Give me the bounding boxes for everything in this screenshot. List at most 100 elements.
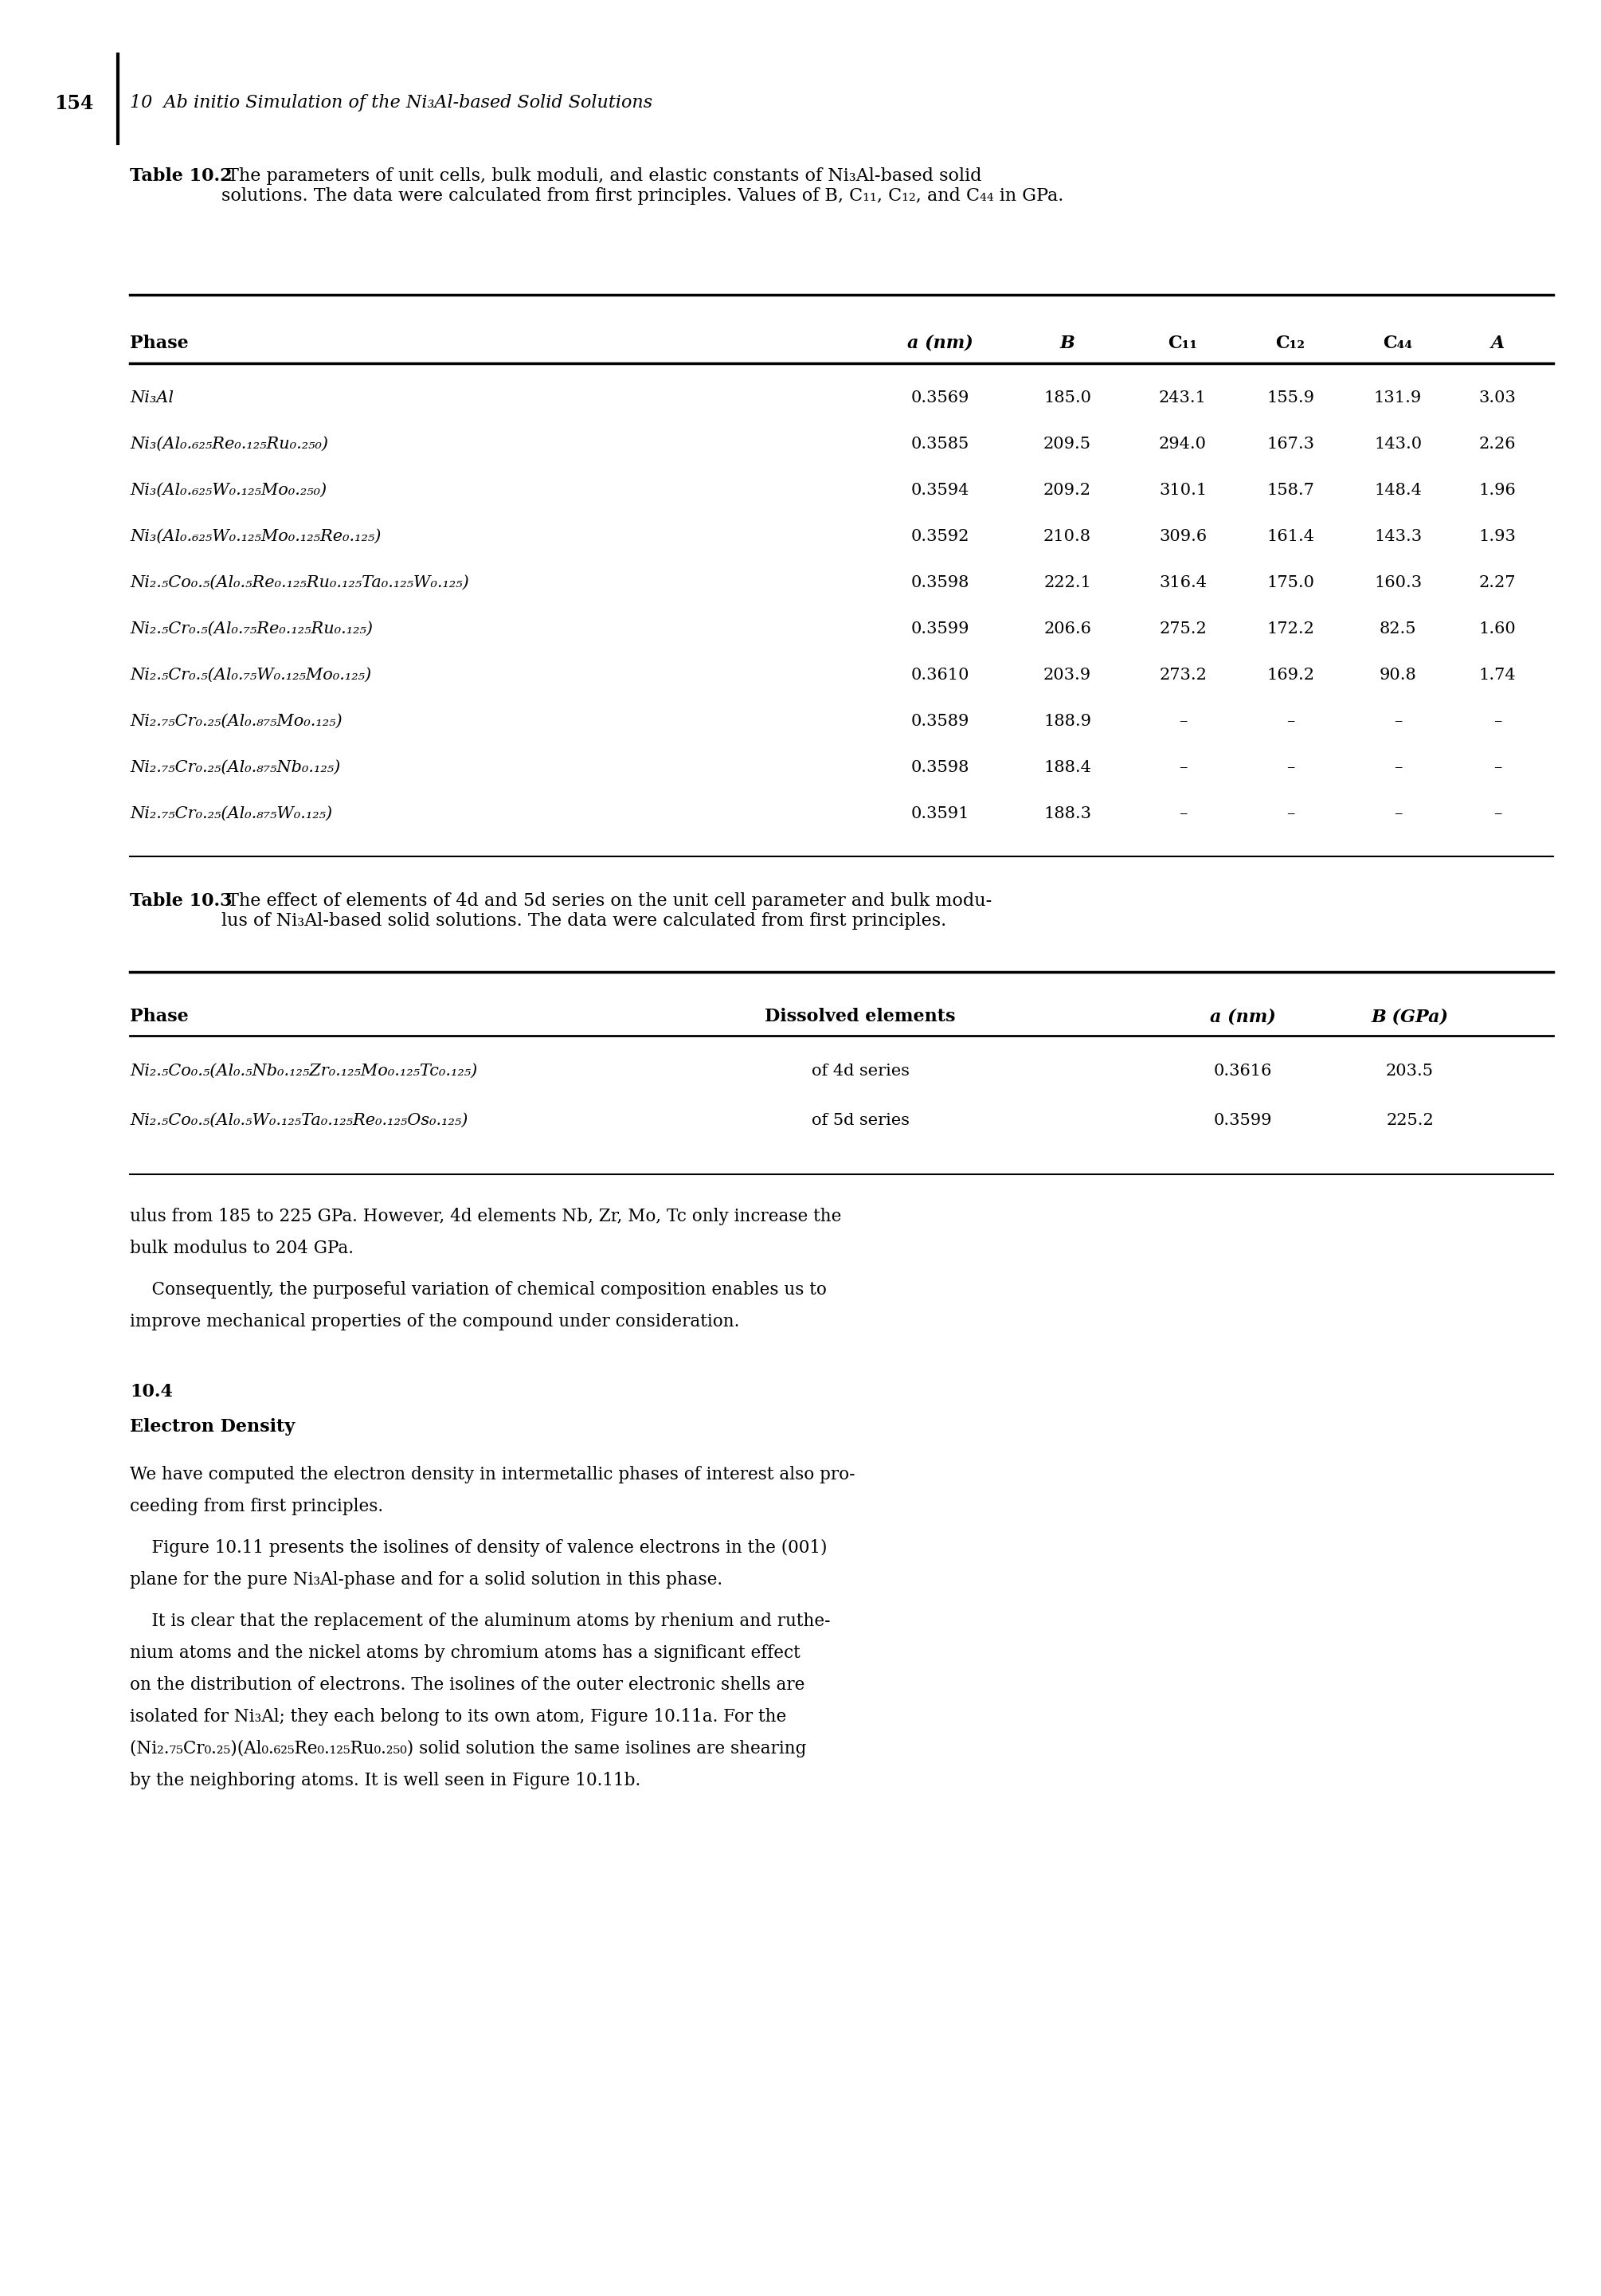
Text: Consequently, the purposeful variation of chemical composition enables us to: Consequently, the purposeful variation o… <box>130 1281 826 1300</box>
Text: 143.0: 143.0 <box>1374 436 1422 452</box>
Text: 294.0: 294.0 <box>1159 436 1207 452</box>
Text: ceeding from first principles.: ceeding from first principles. <box>130 1497 383 1515</box>
Text: Phase: Phase <box>130 1008 189 1026</box>
Text: plane for the pure Ni₃Al-phase and for a solid solution in this phase.: plane for the pure Ni₃Al-phase and for a… <box>130 1570 722 1589</box>
Text: 243.1: 243.1 <box>1159 390 1207 406</box>
Text: 2.26: 2.26 <box>1479 436 1516 452</box>
Text: –: – <box>1178 806 1186 822</box>
Text: A: A <box>1491 335 1505 351</box>
Text: Dissolved elements: Dissolved elements <box>765 1008 956 1026</box>
Text: 131.9: 131.9 <box>1374 390 1422 406</box>
Text: 273.2: 273.2 <box>1159 668 1207 682</box>
Text: B (GPa): B (GPa) <box>1370 1008 1449 1026</box>
Text: 1.74: 1.74 <box>1479 668 1516 682</box>
Text: 82.5: 82.5 <box>1380 622 1417 636</box>
Text: 154: 154 <box>54 94 93 113</box>
Text: 210.8: 210.8 <box>1044 528 1092 544</box>
Text: Phase: Phase <box>130 335 189 351</box>
Text: 175.0: 175.0 <box>1266 576 1314 590</box>
Text: It is clear that the replacement of the aluminum atoms by rhenium and ruthe-: It is clear that the replacement of the … <box>130 1612 831 1630</box>
Text: ulus from 185 to 225 GPa. However, 4d elements Nb, Zr, Mo, Tc only increase the: ulus from 185 to 225 GPa. However, 4d el… <box>130 1208 842 1226</box>
Text: 316.4: 316.4 <box>1159 576 1207 590</box>
Text: a (nm): a (nm) <box>1210 1008 1276 1026</box>
Text: isolated for Ni₃Al; they each belong to its own atom, Figure 10.11a. For the: isolated for Ni₃Al; they each belong to … <box>130 1708 786 1727</box>
Text: (Ni₂.₇₅Cr₀.₂₅)(Al₀.₆₂₅Re₀.₁₂₅Ru₀.₂₅₀) solid solution the same isolines are shear: (Ni₂.₇₅Cr₀.₂₅)(Al₀.₆₂₅Re₀.₁₂₅Ru₀.₂₅₀) so… <box>130 1740 807 1756</box>
Text: 203.5: 203.5 <box>1386 1063 1434 1079</box>
Text: –: – <box>1494 760 1502 776</box>
Text: 0.3589: 0.3589 <box>911 714 969 728</box>
Text: 0.3592: 0.3592 <box>911 528 969 544</box>
Text: –: – <box>1178 714 1186 728</box>
Text: 309.6: 309.6 <box>1159 528 1207 544</box>
Text: 0.3569: 0.3569 <box>911 390 969 406</box>
Text: 3.03: 3.03 <box>1479 390 1516 406</box>
Text: 0.3598: 0.3598 <box>911 760 969 776</box>
Text: 167.3: 167.3 <box>1266 436 1314 452</box>
Text: of 5d series: of 5d series <box>812 1114 909 1127</box>
Text: 160.3: 160.3 <box>1374 576 1422 590</box>
Text: Figure 10.11 presents the isolines of density of valence electrons in the (001): Figure 10.11 presents the isolines of de… <box>130 1538 828 1557</box>
Text: C₁₂: C₁₂ <box>1276 335 1305 351</box>
Text: 188.4: 188.4 <box>1044 760 1092 776</box>
Text: a (nm): a (nm) <box>906 335 973 351</box>
Text: 310.1: 310.1 <box>1159 482 1207 498</box>
Text: Ni₂.₇₅Cr₀.₂₅(Al₀.₈₇₅Nb₀.₁₂₅): Ni₂.₇₅Cr₀.₂₅(Al₀.₈₇₅Nb₀.₁₂₅) <box>130 760 341 776</box>
Text: 0.3599: 0.3599 <box>1214 1114 1271 1127</box>
Text: 203.9: 203.9 <box>1044 668 1092 682</box>
Text: Ni₂.₅Cr₀.₅(Al₀.₇₅W₀.₁₂₅Mo₀.₁₂₅): Ni₂.₅Cr₀.₅(Al₀.₇₅W₀.₁₂₅Mo₀.₁₂₅) <box>130 668 371 682</box>
Text: Ni₂.₅Co₀.₅(Al₀.₅Re₀.₁₂₅Ru₀.₁₂₅Ta₀.₁₂₅W₀.₁₂₅): Ni₂.₅Co₀.₅(Al₀.₅Re₀.₁₂₅Ru₀.₁₂₅Ta₀.₁₂₅W₀.… <box>130 576 469 590</box>
Text: 275.2: 275.2 <box>1159 622 1207 636</box>
Text: 188.3: 188.3 <box>1044 806 1092 822</box>
Text: 188.9: 188.9 <box>1044 714 1092 728</box>
Text: We have computed the electron density in intermetallic phases of interest also p: We have computed the electron density in… <box>130 1465 855 1483</box>
Text: 0.3591: 0.3591 <box>911 806 969 822</box>
Text: 222.1: 222.1 <box>1044 576 1092 590</box>
Text: –: – <box>1286 714 1295 728</box>
Text: 10  Ab initio Simulation of the Ni₃Al-based Solid Solutions: 10 Ab initio Simulation of the Ni₃Al-bas… <box>130 94 653 113</box>
Text: on the distribution of electrons. The isolines of the outer electronic shells ar: on the distribution of electrons. The is… <box>130 1676 805 1694</box>
Text: 148.4: 148.4 <box>1374 482 1422 498</box>
Text: 1.93: 1.93 <box>1479 528 1516 544</box>
Text: 0.3616: 0.3616 <box>1214 1063 1271 1079</box>
Text: –: – <box>1178 760 1186 776</box>
Text: nium atoms and the nickel atoms by chromium atoms has a significant effect: nium atoms and the nickel atoms by chrom… <box>130 1644 800 1662</box>
Text: 172.2: 172.2 <box>1266 622 1314 636</box>
Text: of 4d series: of 4d series <box>812 1063 909 1079</box>
Text: –: – <box>1286 760 1295 776</box>
Text: B: B <box>1060 335 1074 351</box>
Text: 0.3598: 0.3598 <box>911 576 969 590</box>
Text: Ni₃(Al₀.₆₂₅W₀.₁₂₅Mo₀.₂₅₀): Ni₃(Al₀.₆₂₅W₀.₁₂₅Mo₀.₂₅₀) <box>130 482 327 498</box>
Text: Ni₂.₅Cr₀.₅(Al₀.₇₅Re₀.₁₂₅Ru₀.₁₂₅): Ni₂.₅Cr₀.₅(Al₀.₇₅Re₀.₁₂₅Ru₀.₁₂₅) <box>130 622 373 636</box>
Text: by the neighboring atoms. It is well seen in Figure 10.11b.: by the neighboring atoms. It is well see… <box>130 1773 640 1789</box>
Text: 155.9: 155.9 <box>1266 390 1314 406</box>
Text: 206.6: 206.6 <box>1044 622 1092 636</box>
Text: Ni₂.₇₅Cr₀.₂₅(Al₀.₈₇₅Mo₀.₁₂₅): Ni₂.₇₅Cr₀.₂₅(Al₀.₈₇₅Mo₀.₁₂₅) <box>130 714 343 728</box>
Text: 0.3599: 0.3599 <box>911 622 969 636</box>
Text: 0.3594: 0.3594 <box>911 482 969 498</box>
Text: 209.5: 209.5 <box>1044 436 1092 452</box>
Text: Table 10.2: Table 10.2 <box>130 168 232 184</box>
Text: –: – <box>1394 806 1402 822</box>
Text: Ni₃(Al₀.₆₂₅W₀.₁₂₅Mo₀.₁₂₅Re₀.₁₂₅): Ni₃(Al₀.₆₂₅W₀.₁₂₅Mo₀.₁₂₅Re₀.₁₂₅) <box>130 528 381 544</box>
Text: 0.3610: 0.3610 <box>911 668 969 682</box>
Text: Table 10.3: Table 10.3 <box>130 893 232 909</box>
Text: Ni₃Al: Ni₃Al <box>130 390 173 406</box>
Text: Ni₂.₅Co₀.₅(Al₀.₅Nb₀.₁₂₅Zr₀.₁₂₅Mo₀.₁₂₅Tc₀.₁₂₅): Ni₂.₅Co₀.₅(Al₀.₅Nb₀.₁₂₅Zr₀.₁₂₅Mo₀.₁₂₅Tc₀… <box>130 1063 477 1079</box>
Text: C₁₁: C₁₁ <box>1169 335 1198 351</box>
Text: The effect of elements of 4d and 5d series on the unit cell parameter and bulk m: The effect of elements of 4d and 5d seri… <box>221 893 993 930</box>
Text: 0.3585: 0.3585 <box>911 436 969 452</box>
Text: 169.2: 169.2 <box>1266 668 1314 682</box>
Text: 143.3: 143.3 <box>1374 528 1422 544</box>
Text: 2.27: 2.27 <box>1479 576 1516 590</box>
Text: C₄₄: C₄₄ <box>1383 335 1412 351</box>
Text: 161.4: 161.4 <box>1266 528 1314 544</box>
Text: The parameters of unit cells, bulk moduli, and elastic constants of Ni₃Al-based : The parameters of unit cells, bulk modul… <box>221 168 1063 204</box>
Text: 1.60: 1.60 <box>1479 622 1516 636</box>
Text: –: – <box>1394 760 1402 776</box>
Text: Ni₂.₅Co₀.₅(Al₀.₅W₀.₁₂₅Ta₀.₁₂₅Re₀.₁₂₅Os₀.₁₂₅): Ni₂.₅Co₀.₅(Al₀.₅W₀.₁₂₅Ta₀.₁₂₅Re₀.₁₂₅Os₀.… <box>130 1114 467 1127</box>
Text: Ni₂.₇₅Cr₀.₂₅(Al₀.₈₇₅W₀.₁₂₅): Ni₂.₇₅Cr₀.₂₅(Al₀.₈₇₅W₀.₁₂₅) <box>130 806 333 822</box>
Text: 209.2: 209.2 <box>1044 482 1092 498</box>
Text: 158.7: 158.7 <box>1266 482 1314 498</box>
Text: 90.8: 90.8 <box>1380 668 1417 682</box>
Text: –: – <box>1286 806 1295 822</box>
